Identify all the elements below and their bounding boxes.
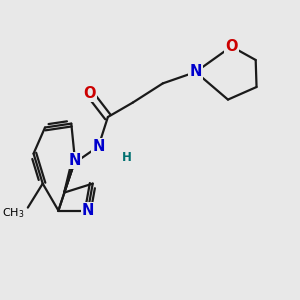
Text: N: N [69, 153, 81, 168]
Text: N: N [92, 139, 105, 154]
Text: N: N [82, 203, 94, 218]
Text: CH$_3$: CH$_3$ [2, 207, 24, 220]
Text: H: H [122, 151, 132, 164]
Text: N: N [190, 64, 202, 80]
Text: O: O [225, 39, 238, 54]
Text: O: O [84, 86, 96, 101]
